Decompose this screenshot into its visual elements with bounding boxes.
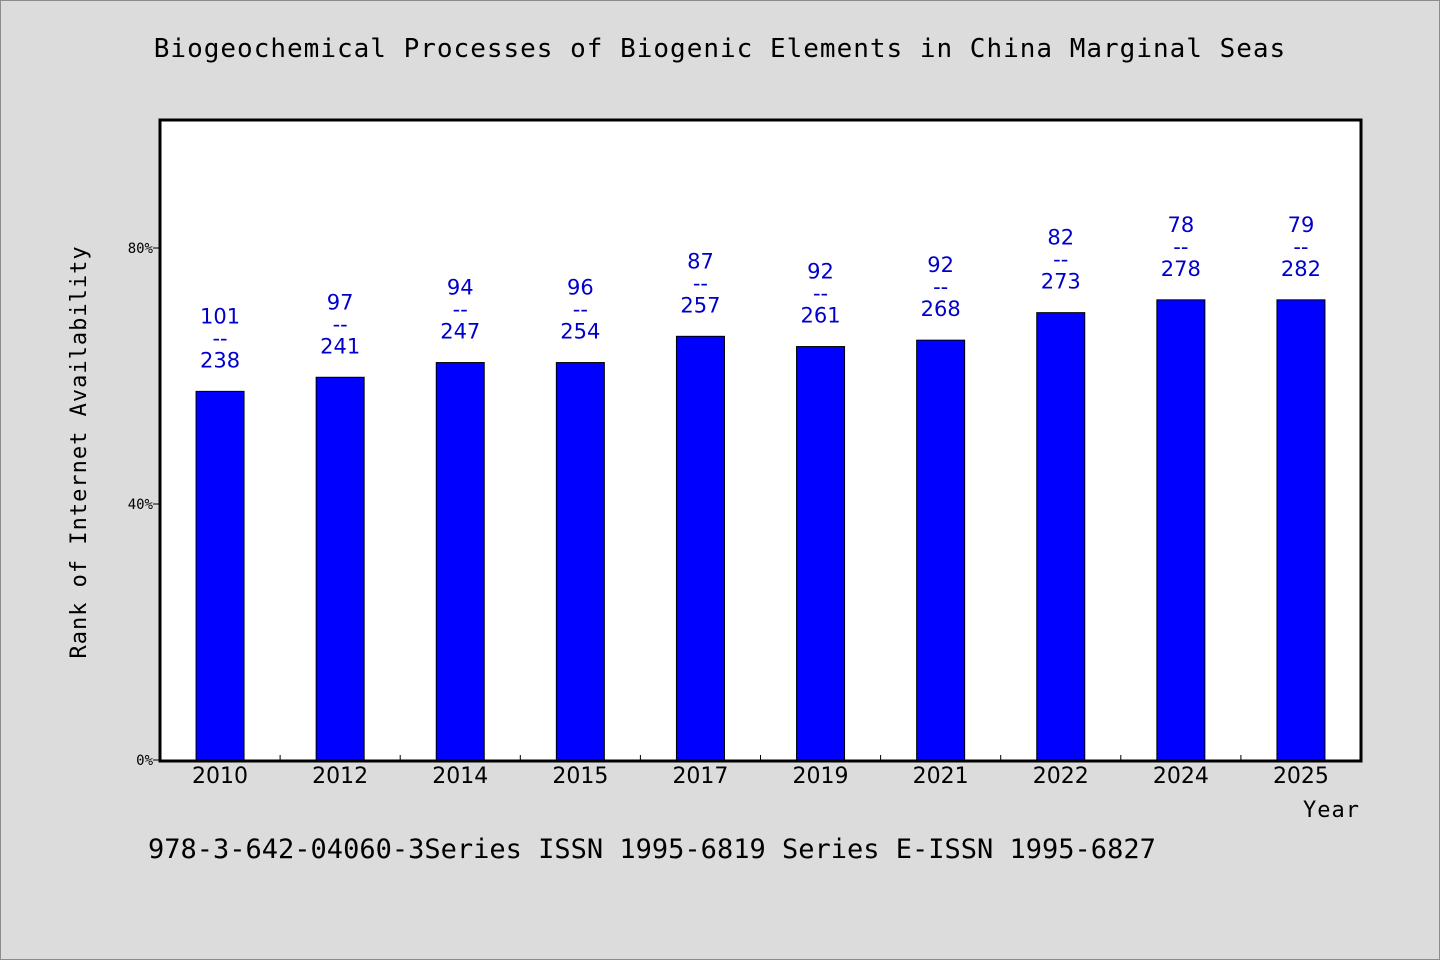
data-label-bottom-2014: 247 — [440, 320, 480, 344]
y-tick-label-0: 0% — [136, 753, 153, 769]
data-label-sep-2017: -- — [693, 271, 708, 295]
x-tick-label-2024: 2024 — [1153, 764, 1209, 789]
data-label-sep-2022: -- — [1053, 248, 1068, 272]
bar-2019 — [796, 346, 846, 761]
y-tick-label-40: 40% — [128, 497, 154, 513]
data-label-bottom-2025: 282 — [1281, 257, 1321, 281]
x-tick-label-2015: 2015 — [552, 764, 608, 789]
data-label-sep-2010: -- — [212, 326, 227, 350]
x-tick-label-2012: 2012 — [312, 764, 368, 789]
x-tick-label-2017: 2017 — [672, 764, 728, 789]
data-label-top-2015: 96 — [567, 276, 594, 300]
data-label-sep-2012: -- — [333, 312, 348, 336]
data-label-top-2010: 101 — [200, 304, 240, 328]
x-tick-label-2019: 2019 — [793, 764, 849, 789]
data-label-sep-2014: -- — [453, 298, 468, 322]
x-tick-label-2025: 2025 — [1273, 764, 1329, 789]
data-label-sep-2019: -- — [813, 282, 828, 306]
data-label-sep-2015: -- — [573, 298, 588, 322]
bar-2017 — [675, 335, 725, 761]
data-label-bottom-2017: 257 — [680, 293, 720, 317]
x-tick-label-2014: 2014 — [432, 764, 488, 789]
data-labels-layer: 101--23897--24194--24796--25487--25792--… — [200, 213, 1321, 373]
y-tick-label-80: 80% — [128, 241, 154, 257]
data-label-top-2024: 78 — [1167, 213, 1194, 237]
data-label-bottom-2022: 273 — [1041, 270, 1081, 294]
data-label-bottom-2012: 241 — [320, 334, 360, 358]
data-label-bottom-2010: 238 — [200, 348, 240, 372]
data-label-top-2017: 87 — [687, 249, 714, 273]
chart-title: Biogeochemical Processes of Biogenic Ele… — [153, 34, 1287, 64]
bar-2022 — [1036, 312, 1086, 761]
data-label-bottom-2024: 278 — [1161, 257, 1201, 281]
data-label-top-2025: 79 — [1288, 213, 1315, 237]
data-label-sep-2025: -- — [1293, 235, 1308, 259]
x-axis: 2010 2012 2014 2015 2017 2019 2021 2022 2024 2025 — [192, 755, 1329, 789]
bar-2025 — [1276, 299, 1326, 761]
bar-2015 — [555, 362, 605, 761]
data-label-bottom-2019: 261 — [801, 304, 841, 328]
x-tick-label-2010: 2010 — [192, 764, 248, 789]
y-axis: 0% 40% 80% — [128, 241, 160, 769]
x-axis-title: Year — [1303, 798, 1360, 823]
data-label-top-2021: 92 — [927, 253, 954, 277]
data-label-top-2022: 82 — [1047, 226, 1074, 250]
data-label-top-2012: 97 — [327, 290, 354, 314]
data-label-top-2019: 92 — [807, 260, 834, 284]
bar-2010 — [195, 390, 245, 761]
data-label-sep-2021: -- — [933, 275, 948, 299]
footer-text: 978-3-642-04060-3Series ISSN 1995-6819 S… — [148, 834, 1156, 865]
bars-layer — [195, 299, 1326, 761]
data-label-sep-2024: -- — [1173, 235, 1188, 259]
x-tick-label-2021: 2021 — [913, 764, 969, 789]
bar-2024 — [1156, 299, 1206, 761]
bar-2012 — [315, 376, 365, 761]
bar-2021 — [916, 339, 966, 761]
x-tick-label-2022: 2022 — [1033, 764, 1089, 789]
data-label-bottom-2021: 268 — [921, 297, 961, 321]
bar-2014 — [435, 362, 485, 761]
data-label-bottom-2015: 254 — [560, 320, 600, 344]
data-label-top-2014: 94 — [447, 276, 474, 300]
y-axis-title: Rank of Internet Availability — [67, 245, 92, 658]
